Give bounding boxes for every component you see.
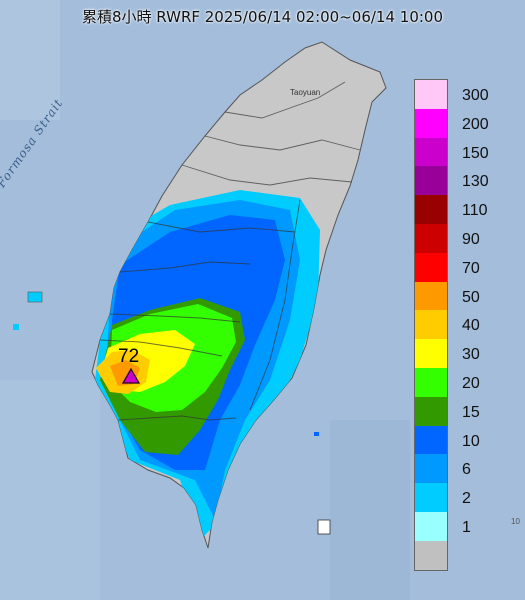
legend-swatch [415, 166, 447, 196]
legend-label: 110 [462, 202, 488, 220]
county-boundaries [99, 81, 361, 421]
legend-label: 50 [462, 288, 480, 306]
legend-label: 1 [462, 519, 471, 536]
offshore-islands [13, 291, 331, 535]
legend-label: 10 [462, 432, 480, 450]
legend-label: 300 [462, 87, 489, 104]
legend-label: 90 [462, 231, 480, 248]
legend-swatch [415, 512, 447, 542]
legend-label: 40 [462, 317, 480, 335]
color-legend [414, 79, 448, 571]
legend-swatch [415, 281, 447, 311]
legend-swatch [415, 540, 447, 571]
legend-swatch [415, 224, 447, 254]
sea-texture [0, 0, 60, 120]
legend-label: 6 [462, 461, 471, 479]
legend-swatch [415, 310, 447, 340]
legend-label: 130 [462, 173, 489, 191]
map-title: 累積8小時 RWRF 2025/06/14 02:00~06/14 10:00 [81, 8, 444, 26]
legend-swatch [415, 454, 447, 484]
legend-label: 2 [462, 490, 471, 508]
legend-swatch [415, 396, 447, 427]
legend-swatch [415, 195, 447, 225]
legend-swatch [415, 252, 447, 283]
legend-label: 150 [462, 144, 489, 162]
rainfall-field [95, 190, 320, 540]
legend-label: 30 [462, 346, 480, 364]
legend-label: 15 [462, 403, 480, 421]
city-label: Taoyuan [290, 88, 321, 97]
corner-text: 10 [511, 517, 520, 526]
legend-swatch [415, 368, 447, 398]
legend-swatch [415, 425, 447, 455]
legend-swatch [415, 108, 447, 139]
legend-label: 20 [462, 375, 480, 392]
peak-rainfall-value: 72 [118, 346, 140, 367]
legend-swatch [415, 137, 447, 167]
legend-swatch [415, 80, 447, 110]
legend-label: 70 [462, 259, 480, 277]
legend-swatch [415, 483, 447, 513]
legend-swatch [415, 339, 447, 369]
peak-marker-icon [122, 368, 140, 384]
legend-label: 200 [462, 115, 489, 133]
